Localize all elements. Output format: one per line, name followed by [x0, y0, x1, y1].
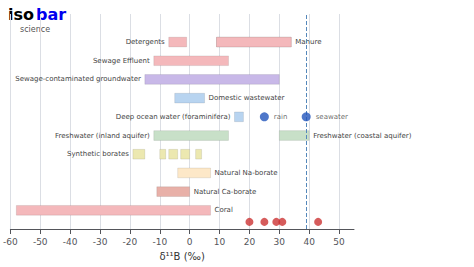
svg-text:Domestic wastewater: Domestic wastewater [209, 94, 285, 102]
svg-text:Freshwater (inland aquifer): Freshwater (inland aquifer) [55, 132, 150, 140]
svg-text:Synthetic borates: Synthetic borates [67, 150, 129, 158]
svg-text:Deep ocean water (foraminifera: Deep ocean water (foraminifera) [116, 113, 231, 121]
svg-text:Coral: Coral [215, 206, 233, 214]
svg-text:30: 30 [274, 237, 286, 247]
svg-text:Sewage Effluent: Sewage Effluent [93, 57, 150, 65]
svg-text:-10: -10 [152, 237, 167, 247]
svg-text:δ¹¹B (‰): δ¹¹B (‰) [159, 251, 204, 262]
svg-text:-20: -20 [123, 237, 138, 247]
svg-text:-60: -60 [3, 237, 18, 247]
svg-text:0: 0 [187, 237, 193, 247]
svg-text:Sewage-contaminated groundwate: Sewage-contaminated groundwater [15, 75, 141, 83]
svg-text:-30: -30 [93, 237, 108, 247]
svg-text:10: 10 [214, 237, 226, 247]
svg-text:-50: -50 [33, 237, 48, 247]
svg-text:Manure: Manure [295, 38, 321, 46]
svg-text:Detergents: Detergents [126, 38, 165, 46]
svg-text:seawater: seawater [316, 113, 348, 121]
svg-text:-40: -40 [63, 237, 78, 247]
svg-text:50: 50 [333, 237, 345, 247]
svg-text:40: 40 [303, 237, 315, 247]
svg-text:Natural Na-borate: Natural Na-borate [215, 169, 278, 177]
svg-text:20: 20 [244, 237, 256, 247]
svg-text:bar: bar [36, 4, 67, 24]
svg-text:rain: rain [274, 113, 288, 121]
svg-text:science: science [20, 25, 50, 34]
svg-text:Natural Ca-borate: Natural Ca-borate [194, 188, 257, 196]
svg-text:iso: iso [8, 5, 34, 24]
svg-text:Freshwater (coastal aquifer): Freshwater (coastal aquifer) [313, 132, 412, 140]
